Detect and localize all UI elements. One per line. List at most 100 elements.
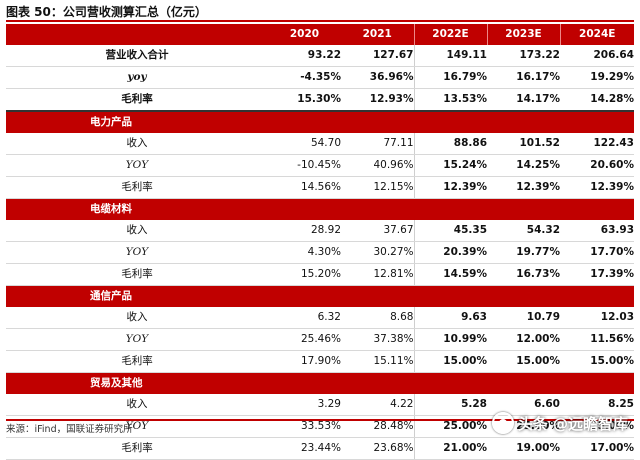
figure-title: 图表 50：公司营收测算汇总（亿元） xyxy=(6,2,634,22)
value-cell: 21.00% xyxy=(413,437,487,460)
value-cell: -10.45% xyxy=(268,154,341,177)
section-title: 通信产品 xyxy=(6,285,634,307)
row-label: YOY xyxy=(6,241,268,264)
value-cell: 20.39% xyxy=(413,241,487,264)
table-row: YOY 4.30% 30.27% 20.39% 19.77% 17.70% xyxy=(6,241,634,264)
table-row: YOY 25.46% 37.38% 10.99% 12.00% 11.56% xyxy=(6,328,634,351)
section-header-row: 贸易及其他 xyxy=(6,372,634,394)
row-label: 收入 xyxy=(6,394,268,416)
value-cell: 6.32 xyxy=(268,307,341,329)
value-cell: 16.73% xyxy=(487,263,560,286)
value-cell: 37.67 xyxy=(341,220,414,242)
value-cell: 6.60 xyxy=(487,394,560,416)
value-cell: 15.00% xyxy=(560,350,634,373)
table-row: 收入 28.92 37.67 45.35 54.32 63.93 xyxy=(6,220,634,242)
value-cell: 173.22 xyxy=(487,45,560,67)
value-cell: 63.93 xyxy=(560,220,634,242)
header-cell-2024e: 2024E xyxy=(559,24,634,45)
value-cell: 14.56% xyxy=(268,176,341,199)
table-row: 毛利率 15.20% 12.81% 14.59% 16.73% 17.39% xyxy=(6,263,634,286)
value-cell: 12.81% xyxy=(341,263,414,286)
value-cell: 14.17% xyxy=(487,88,560,112)
value-cell: 15.30% xyxy=(268,88,341,112)
row-label: YOY xyxy=(6,154,268,177)
value-cell: 54.70 xyxy=(268,133,341,155)
value-cell: 33.53% xyxy=(268,415,341,438)
value-cell: 3.29 xyxy=(268,394,341,416)
value-cell: 8.68 xyxy=(341,307,414,329)
header-cell-blank xyxy=(6,24,268,45)
header-cell-2023e: 2023E xyxy=(486,24,560,45)
value-cell: 12.39% xyxy=(413,176,487,199)
table-row: yoy -4.35% 36.96% 16.79% 16.17% 19.29% xyxy=(6,66,634,89)
value-cell: 15.00% xyxy=(487,350,560,373)
value-cell: 15.24% xyxy=(413,154,487,177)
value-cell: 8.25 xyxy=(560,394,634,416)
value-cell: 206.64 xyxy=(560,45,634,67)
watermark-logo-icon xyxy=(491,412,514,434)
value-cell: 19.00% xyxy=(487,437,560,460)
value-cell: -4.35% xyxy=(268,66,341,89)
value-cell: 10.99% xyxy=(413,328,487,351)
value-cell: 11.56% xyxy=(560,328,634,351)
value-cell: 88.86 xyxy=(413,133,487,155)
value-cell: 12.39% xyxy=(487,176,560,199)
row-label: YOY xyxy=(6,415,268,438)
table-body: 营业收入合计 93.22 127.67 149.11 173.22 206.64 yoy -4… xyxy=(6,45,634,460)
value-cell: 12.15% xyxy=(341,176,414,199)
table-row: 收入 6.32 8.68 9.63 10.79 12.03 xyxy=(6,307,634,329)
value-cell: 4.22 xyxy=(341,394,414,416)
revenue-estimate-table: 2020 2021 2022E 2023E 2024E 营业收入合计 93.22 1… xyxy=(6,24,634,460)
row-label: 毛利率 xyxy=(6,263,268,286)
value-cell: 20.60% xyxy=(560,154,634,177)
source-note: 来源：iFind，国联证券研究所 xyxy=(6,419,634,439)
value-cell: 77.11 xyxy=(341,133,414,155)
value-cell: 93.22 xyxy=(268,45,341,67)
row-label: 毛利率 xyxy=(6,88,268,112)
value-cell: 28.92 xyxy=(268,220,341,242)
value-cell: 23.44% xyxy=(268,437,341,460)
watermark-text: 头条 @远瞻智库 xyxy=(517,414,628,433)
section-header-row: 电缆材料 xyxy=(6,198,634,220)
value-cell: 28.48% xyxy=(341,415,414,438)
value-cell: 10.79 xyxy=(487,307,560,329)
value-cell: 36.96% xyxy=(341,66,414,89)
section-title: 电缆材料 xyxy=(6,198,634,220)
value-cell: 5.28 xyxy=(413,394,487,416)
row-label: 营业收入合计 xyxy=(6,45,268,67)
value-cell: 12.03 xyxy=(560,307,634,329)
value-cell: 127.67 xyxy=(341,45,414,67)
table-row: 收入 54.70 77.11 88.86 101.52 122.43 xyxy=(6,133,634,155)
section-header-row: 通信产品 xyxy=(6,285,634,307)
value-cell: 101.52 xyxy=(487,133,560,155)
value-cell: 54.32 xyxy=(487,220,560,242)
row-label: 毛利率 xyxy=(6,437,268,460)
value-cell: 17.00% xyxy=(560,437,634,460)
value-cell: 23.68% xyxy=(341,437,414,460)
value-cell: 17.39% xyxy=(560,263,634,286)
value-cell: 149.11 xyxy=(413,45,487,67)
value-cell: 15.00% xyxy=(413,350,487,373)
value-cell: 30.27% xyxy=(341,241,414,264)
row-label: 收入 xyxy=(6,220,268,242)
value-cell: 17.90% xyxy=(268,350,341,373)
watermark: 头条 @远瞻智库 xyxy=(491,410,628,436)
table-row: 营业收入合计 93.22 127.67 149.11 173.22 206.64 xyxy=(6,45,634,67)
value-cell: 12.39% xyxy=(560,176,634,199)
row-label: yoy xyxy=(6,66,268,89)
value-cell: 12.93% xyxy=(341,88,414,112)
value-cell: 19.77% xyxy=(487,241,560,264)
row-label: YOY xyxy=(6,328,268,351)
value-cell: 12.00% xyxy=(487,328,560,351)
value-cell: 25.00% xyxy=(560,415,634,438)
value-cell: 4.30% xyxy=(268,241,341,264)
header-cell-2020: 2020 xyxy=(268,24,341,45)
row-label: 收入 xyxy=(6,307,268,329)
table-row: 收入 3.29 4.22 5.28 6.60 8.25 xyxy=(6,394,634,416)
table-row: 毛利率 14.56% 12.15% 12.39% 12.39% 12.39% xyxy=(6,176,634,199)
value-cell: 14.25% xyxy=(487,154,560,177)
section-title: 贸易及其他 xyxy=(6,372,634,394)
value-cell: 19.29% xyxy=(560,66,634,89)
table-row: YOY -10.45% 40.96% 15.24% 14.25% 20.60% xyxy=(6,154,634,177)
header-cell-2021: 2021 xyxy=(341,24,414,45)
